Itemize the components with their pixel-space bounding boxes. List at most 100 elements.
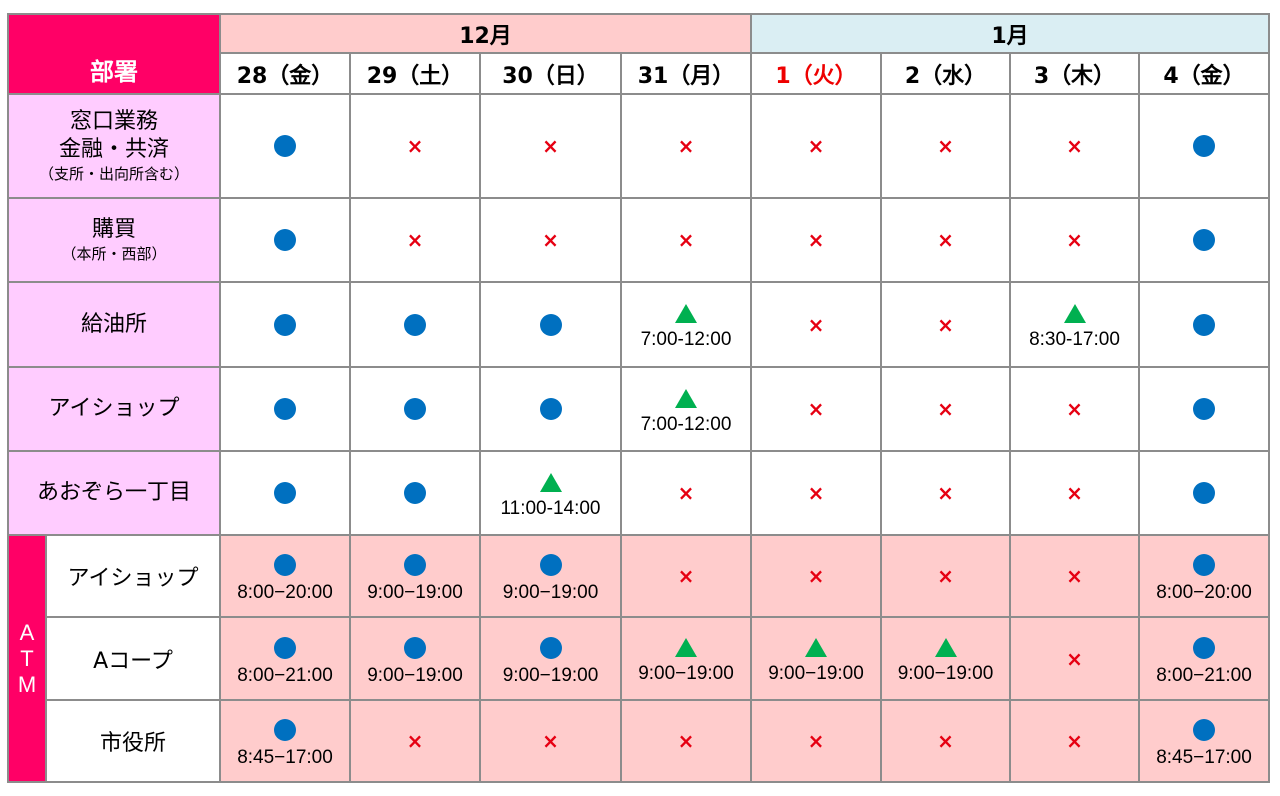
status-cell: × xyxy=(479,93,622,199)
open-circle-icon xyxy=(274,554,296,576)
hours-text: 7:00-12:00 xyxy=(640,413,732,435)
status-cell: × xyxy=(620,699,752,783)
closed-cross-icon: × xyxy=(807,312,825,337)
closed-cross-icon: × xyxy=(1066,481,1083,505)
status-cell: × xyxy=(620,197,752,283)
status-cell: × xyxy=(620,450,752,536)
status-cell: 8:00−20:00 xyxy=(1138,534,1270,618)
status-cell xyxy=(349,366,481,452)
dept-header: 部署 xyxy=(7,13,221,95)
closed-cross-icon: × xyxy=(1066,397,1083,421)
dept-row: あおぞら一丁目 11:00-14:00 × × × × xyxy=(7,450,1270,536)
dept-name: 窓口業務 xyxy=(69,109,158,134)
open-circle-icon xyxy=(539,313,562,336)
partial-triangle-icon xyxy=(539,472,562,492)
dept-row: 給油所 7:00-12:00 × × 8:30-17:00 xyxy=(7,281,1270,368)
closed-cross-icon: × xyxy=(677,228,695,252)
status-cell: × xyxy=(1009,93,1140,199)
open-circle-icon xyxy=(404,554,426,576)
open-circle-icon xyxy=(274,719,296,741)
status-cell xyxy=(219,281,351,368)
dept-name-cell: 給油所 xyxy=(7,281,221,368)
status-cell: × xyxy=(880,93,1011,199)
atm-location: アイショップ xyxy=(45,534,221,618)
closed-cross-icon: × xyxy=(937,729,954,753)
status-cell: × xyxy=(479,699,622,783)
open-circle-icon xyxy=(539,636,562,659)
dept-name-cell: あおぞら一丁目 xyxy=(7,450,221,536)
hours-text: 8:45−17:00 xyxy=(1156,747,1252,768)
open-circle-icon xyxy=(539,554,562,576)
closed-cross-icon: × xyxy=(406,134,424,158)
status-cell: × xyxy=(349,197,481,283)
open-circle-icon xyxy=(274,482,296,504)
status-cell: × xyxy=(349,699,481,783)
atm-row: 市役所 8:45−17:00 × × × × × × 8:45−17:00 xyxy=(8,699,1270,783)
status-cell: 9:00−19:00 xyxy=(479,616,622,701)
partial-triangle-icon xyxy=(675,388,697,408)
dept-note: （支所・出向所含む） xyxy=(38,165,189,183)
open-circle-icon xyxy=(274,135,296,157)
hours-text: 9:00−19:00 xyxy=(502,582,599,603)
open-circle-icon xyxy=(539,398,562,420)
day-header: 4（金） xyxy=(1138,52,1270,95)
status-cell: × xyxy=(620,534,752,618)
status-cell: 7:00-12:00 xyxy=(620,281,752,368)
closed-cross-icon: × xyxy=(807,564,825,588)
hours-text: 8:00−20:00 xyxy=(1156,582,1252,603)
open-circle-icon xyxy=(1193,554,1215,576)
status-cell xyxy=(1138,450,1270,536)
hours-text: 9:00−19:00 xyxy=(768,663,864,684)
month-header: 12月 xyxy=(219,13,752,54)
status-cell: 7:00-12:00 xyxy=(620,366,752,452)
hours-text: 11:00-14:00 xyxy=(500,497,601,519)
status-cell xyxy=(219,197,351,283)
closed-cross-icon: × xyxy=(542,134,559,158)
dept-name: アイショップ xyxy=(48,396,180,421)
status-cell: × xyxy=(880,281,1011,368)
hours-text: 8:45−17:00 xyxy=(237,747,333,768)
closed-cross-icon: × xyxy=(542,729,559,753)
header-day-row: 28（金） 29（土） 30（日） 31（月） 1（火） 2（水） 3（木） 4（金） xyxy=(8,52,1270,95)
status-cell xyxy=(219,366,351,452)
status-cell: × xyxy=(750,366,882,452)
status-cell xyxy=(1138,281,1270,368)
open-circle-icon xyxy=(404,636,426,659)
day-header: 30（日） xyxy=(479,52,622,95)
closed-cross-icon: × xyxy=(937,134,954,158)
status-cell xyxy=(479,366,622,452)
day-header: 29（土） xyxy=(349,52,481,95)
status-cell: × xyxy=(880,197,1011,283)
status-cell: × xyxy=(479,197,622,283)
open-circle-icon xyxy=(1193,482,1215,504)
status-cell: × xyxy=(880,366,1011,452)
dept-name-cell: アイショップ xyxy=(7,366,221,452)
hours-text: 7:00-12:00 xyxy=(640,329,732,350)
status-cell: × xyxy=(750,93,882,199)
closed-cross-icon: × xyxy=(1066,564,1083,588)
status-cell: × xyxy=(750,534,882,618)
status-cell: × xyxy=(620,93,752,199)
atm-location: 市役所 xyxy=(45,699,221,783)
status-cell xyxy=(1138,197,1270,283)
open-circle-icon xyxy=(404,482,426,504)
open-circle-icon xyxy=(1193,636,1215,659)
open-circle-icon xyxy=(1193,229,1215,251)
status-cell: × xyxy=(750,197,882,283)
day-header: 3（木） xyxy=(1009,52,1140,95)
open-circle-icon xyxy=(1193,135,1215,157)
closed-cross-icon: × xyxy=(677,134,695,158)
status-cell: 9:00−19:00 xyxy=(349,616,481,701)
status-cell: × xyxy=(1009,450,1140,536)
hours-text: 8:30-17:00 xyxy=(1029,329,1120,350)
partial-triangle-icon xyxy=(675,304,697,323)
day-header: 31（月） xyxy=(620,52,752,95)
closed-cross-icon: × xyxy=(937,228,954,252)
atm-row: ATM アイショップ 8:00−20:00 9:00−19:00 9:00−19:00 ×… xyxy=(7,534,1270,783)
status-cell xyxy=(1138,366,1270,452)
closed-cross-icon: × xyxy=(937,312,954,337)
hours-text: 9:00−19:00 xyxy=(367,582,463,603)
day-header: 2（水） xyxy=(880,52,1011,95)
open-circle-icon xyxy=(274,636,296,659)
atm-label: ATM xyxy=(17,619,37,697)
